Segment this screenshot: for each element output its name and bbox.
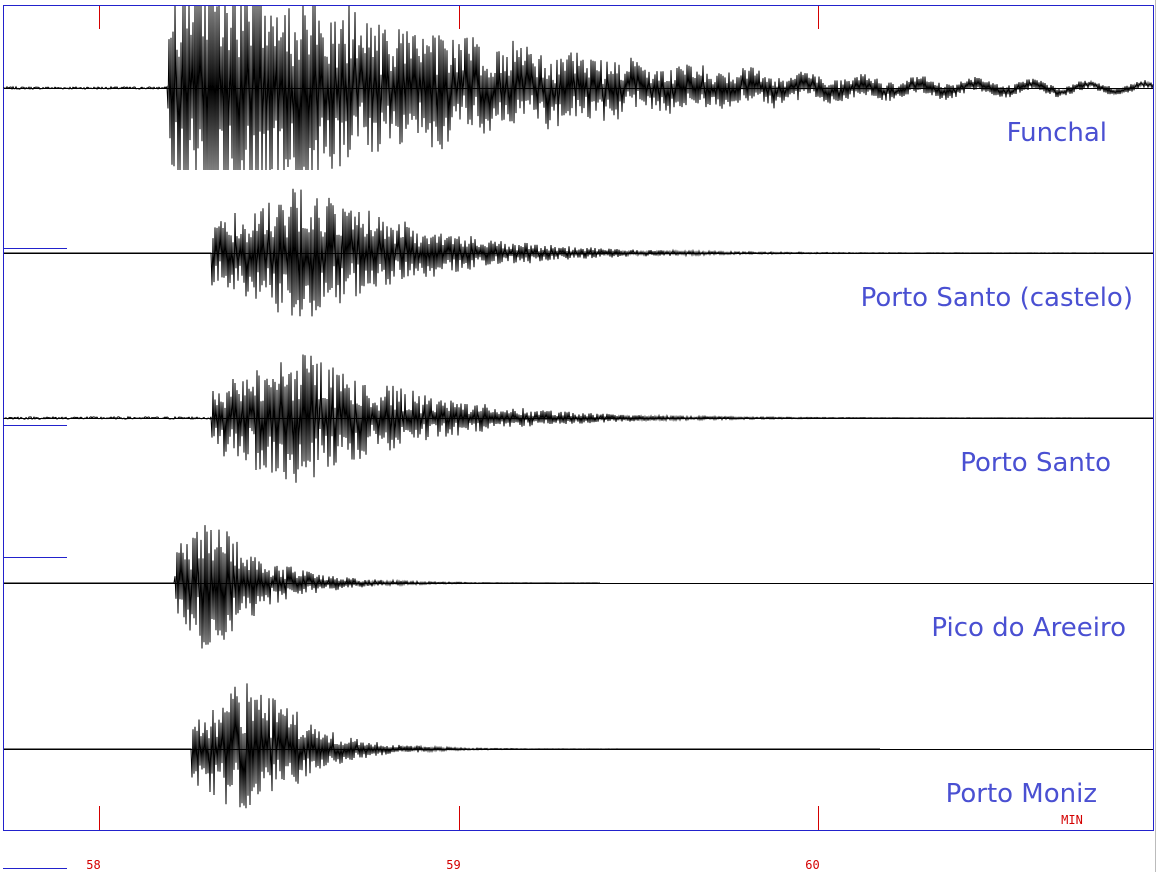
waveform [4,188,1153,317]
tick-label: 58 [86,858,100,872]
tick-label: 59 [446,858,460,872]
station-label: Pico do Areeiro [931,613,1126,643]
waveform [4,525,600,649]
station-label: Porto Moniz [946,779,1097,809]
station-label: Porto Santo (castelo) [861,283,1133,313]
waveform [3,354,1153,483]
tick-label: 60 [805,858,819,872]
station-label: Porto Santo [960,448,1111,478]
unit-label: MIN [1061,813,1083,827]
waveform [3,5,1154,171]
waveform [4,683,880,809]
station-label: Funchal [1007,118,1107,148]
